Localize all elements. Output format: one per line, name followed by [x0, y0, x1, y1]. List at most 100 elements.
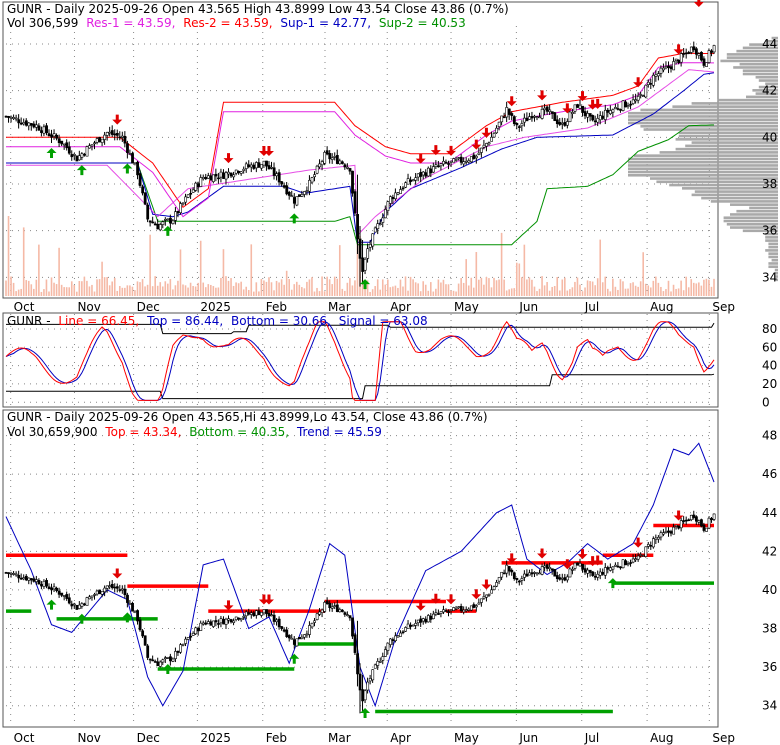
volume-bar	[326, 276, 328, 296]
price-candle	[252, 164, 256, 169]
volume-profile-bar	[628, 121, 778, 125]
y-tick-label: 44	[762, 506, 777, 520]
price-candle	[136, 610, 139, 622]
volume-bar	[346, 282, 349, 296]
price-candle	[373, 227, 377, 233]
volume-bar	[331, 284, 333, 296]
price-candle	[212, 620, 215, 627]
price-candle	[700, 519, 703, 527]
volume-bar	[513, 288, 516, 296]
volume-bar	[402, 286, 404, 296]
price-candle	[346, 614, 349, 616]
buy-arrow	[46, 147, 57, 158]
volume-bar	[521, 277, 523, 296]
trail-line	[6, 69, 715, 237]
price-candle	[186, 637, 190, 640]
volume-bar	[452, 290, 455, 296]
price-candle	[237, 617, 241, 620]
price-candle	[568, 568, 572, 578]
x-tick-label: 2025	[200, 731, 231, 745]
volume-bar	[627, 288, 629, 296]
volume-profile-bar	[749, 43, 778, 46]
panel1-price-bars	[4, 41, 716, 287]
price-candle	[578, 563, 582, 567]
price-candle	[505, 564, 509, 574]
price-candle	[603, 109, 607, 120]
volume-bar	[617, 289, 619, 296]
price-candle	[232, 620, 236, 623]
volume-bar	[146, 284, 149, 296]
price-candle	[394, 192, 397, 200]
volume-profile-bar	[701, 196, 778, 200]
volume-bar	[268, 277, 270, 296]
y-tick-label: 40	[762, 583, 777, 597]
price-candle	[371, 233, 375, 247]
price-candle	[371, 669, 375, 681]
price-candle	[679, 520, 683, 529]
volume-bar	[591, 281, 594, 296]
volume-bar	[68, 287, 71, 296]
price-candle	[558, 122, 562, 125]
volume-profile-bar	[758, 79, 778, 82]
volume-bar	[126, 285, 129, 296]
price-candle	[151, 221, 155, 224]
x-tick-label: May	[454, 300, 479, 314]
price-candle	[512, 116, 516, 124]
price-candle	[237, 171, 241, 174]
panel3-x-axis: Oct Nov Dec 2025 Feb Mar Apr May Jun Jul Aug Sep	[14, 731, 735, 745]
price-candle	[363, 258, 367, 271]
volume-bar	[571, 287, 574, 296]
panel3-y-axis: 34 36 38 40 42 44 46 48	[762, 429, 777, 713]
volume-bar	[341, 288, 344, 296]
volume-profile	[628, 36, 778, 282]
price-candle	[533, 115, 536, 118]
price-candle	[426, 167, 430, 177]
volume-bar	[349, 278, 351, 296]
volume-bar	[619, 279, 622, 296]
price-candle	[27, 122, 31, 127]
volume-bar	[536, 291, 538, 296]
price-candle	[682, 53, 686, 55]
volume-bar	[460, 278, 462, 296]
volume-profile-bar	[691, 141, 778, 144]
price-candle	[439, 611, 443, 614]
price-candle	[219, 171, 223, 178]
sell-arrow	[471, 589, 482, 600]
volume-bar	[283, 284, 285, 296]
price-candle	[586, 569, 590, 574]
volume-bar	[361, 279, 364, 296]
volume-bar	[139, 282, 141, 296]
volume-bar	[601, 282, 604, 296]
volume-bar	[354, 280, 356, 296]
sell-arrow	[506, 96, 517, 107]
price-candle	[166, 657, 170, 659]
volume-bar	[493, 277, 495, 296]
price-candle	[110, 583, 114, 588]
volume-bar	[280, 279, 283, 296]
volume-bar	[217, 287, 220, 296]
price-candle	[502, 572, 506, 575]
volume-profile-bar	[768, 242, 778, 246]
price-candle	[464, 609, 468, 611]
price-candle	[303, 634, 306, 638]
price-candle	[679, 53, 683, 63]
res2-label: Res-2 = 43.59,	[183, 16, 272, 30]
price-candle	[631, 99, 635, 104]
price-candle	[583, 568, 587, 573]
price-candle	[143, 635, 147, 646]
price-candle	[300, 636, 304, 640]
price-candle	[247, 612, 251, 615]
volume-bar	[164, 281, 167, 296]
volume-bar	[167, 283, 169, 296]
sell-arrow	[577, 549, 588, 560]
volume-bar	[508, 289, 510, 296]
price-candle	[351, 170, 354, 194]
price-candle	[429, 168, 433, 174]
price-candle	[333, 605, 337, 607]
price-candle	[376, 223, 380, 230]
volume-bar	[129, 285, 131, 296]
price-candle	[512, 572, 516, 579]
volume-bar	[308, 279, 311, 296]
price-candle	[103, 587, 107, 593]
volume-bar	[311, 277, 313, 296]
